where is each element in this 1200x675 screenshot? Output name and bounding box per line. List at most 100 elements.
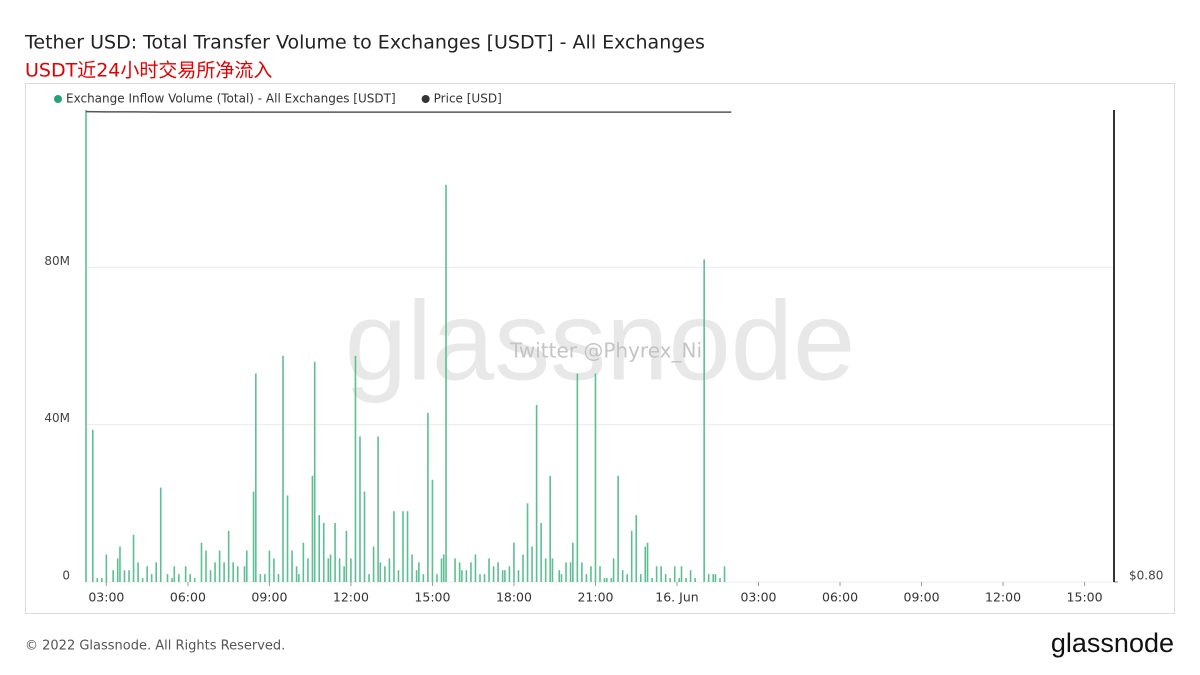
bar	[307, 558, 309, 582]
bar	[465, 570, 468, 582]
bar	[286, 495, 289, 582]
bar	[488, 558, 490, 582]
bar	[184, 566, 187, 582]
bar	[576, 373, 579, 582]
bar	[474, 554, 477, 582]
bar	[137, 562, 139, 582]
x-tick-label: 12:00	[985, 590, 1021, 605]
bar	[431, 479, 434, 582]
bar	[707, 574, 710, 582]
bar	[549, 475, 551, 582]
bar	[655, 566, 658, 582]
bar	[273, 558, 275, 582]
bar	[492, 566, 495, 582]
bar	[660, 566, 662, 582]
bar	[418, 562, 420, 582]
legend-label: Price [USD]	[434, 92, 502, 106]
bar	[350, 558, 352, 582]
bar	[123, 570, 126, 582]
bar	[298, 574, 300, 582]
bar	[255, 373, 257, 582]
bar	[116, 558, 119, 582]
bar	[504, 570, 506, 582]
bar	[354, 355, 357, 582]
bar	[535, 405, 538, 582]
bar	[388, 558, 391, 582]
bar	[422, 574, 425, 582]
bar	[264, 574, 266, 582]
bar	[685, 578, 687, 582]
bar	[651, 578, 653, 582]
bar	[132, 534, 135, 582]
bar	[227, 530, 230, 582]
x-tick-label: 06:00	[170, 590, 206, 605]
bar	[440, 558, 443, 582]
bar	[678, 578, 681, 582]
bar	[173, 566, 176, 582]
bar	[322, 523, 325, 582]
bar	[712, 574, 715, 582]
bar	[359, 436, 361, 582]
bar	[501, 570, 504, 582]
bar	[232, 562, 234, 582]
bar	[723, 566, 726, 582]
bar	[599, 566, 601, 582]
x-tick-label: 16. Jun	[655, 590, 698, 605]
x-tick-label: 09:00	[251, 590, 287, 605]
bar	[680, 566, 683, 582]
bar	[483, 574, 486, 582]
bar	[497, 562, 499, 582]
bar	[442, 554, 445, 582]
bar	[551, 558, 554, 582]
bar	[513, 542, 515, 582]
bar	[544, 558, 547, 582]
bar	[526, 503, 529, 582]
x-tick-label: 18:00	[496, 590, 532, 605]
bar	[508, 566, 511, 582]
annotation: Twitter @Phyrex_Ni	[509, 339, 702, 363]
bar	[610, 578, 613, 582]
bar	[397, 570, 400, 582]
legend-marker	[54, 95, 62, 103]
bar	[458, 562, 461, 582]
bar	[565, 562, 567, 582]
bar	[259, 574, 262, 582]
bar	[159, 487, 162, 582]
bar	[517, 570, 520, 582]
bar	[714, 574, 717, 582]
bar	[268, 550, 271, 582]
bar	[585, 574, 588, 582]
bar	[343, 566, 345, 582]
bar	[703, 259, 705, 582]
bar	[617, 475, 619, 582]
bar	[345, 530, 348, 582]
x-tick-label: 12:00	[333, 590, 369, 605]
bar	[96, 578, 99, 582]
bar	[105, 554, 108, 582]
chart-frame	[25, 83, 1175, 614]
bar	[572, 542, 574, 582]
bar	[85, 110, 87, 582]
bar	[119, 546, 121, 582]
bar	[689, 570, 692, 582]
bar	[277, 574, 280, 582]
bar	[200, 542, 203, 582]
bar	[178, 574, 180, 582]
bar	[150, 574, 153, 582]
bar	[91, 429, 94, 582]
bar	[252, 491, 255, 582]
x-tick-label: 09:00	[904, 590, 940, 605]
bar	[282, 355, 284, 582]
y-tick-label: 0	[62, 569, 70, 583]
y2-tick-label: $0.80	[1129, 569, 1163, 583]
y-tick-label: 80M	[44, 254, 70, 268]
bar	[540, 523, 542, 582]
bar	[479, 574, 481, 582]
bar	[646, 542, 649, 582]
bar	[522, 554, 524, 582]
bar	[461, 570, 463, 582]
bar	[327, 558, 330, 582]
bar	[205, 550, 207, 582]
